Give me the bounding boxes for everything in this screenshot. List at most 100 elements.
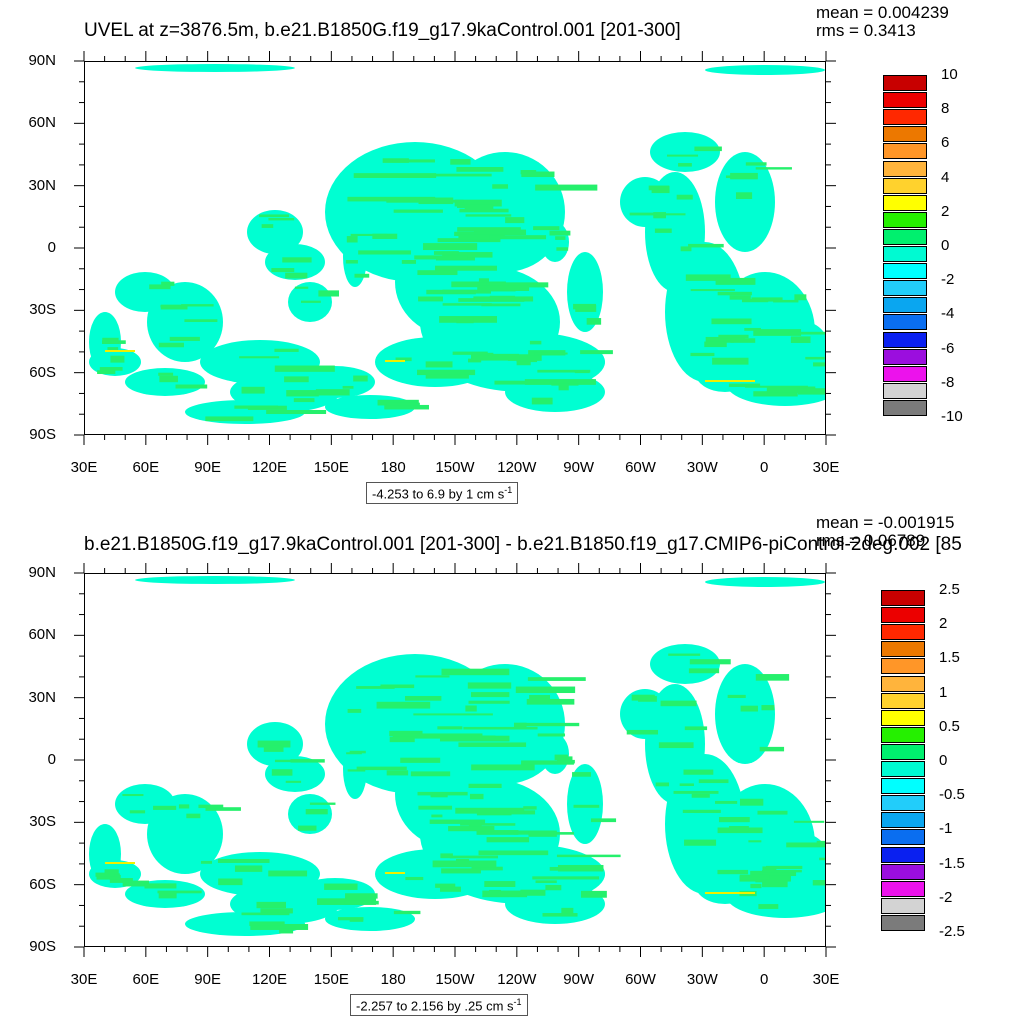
x-tick-label: 90W: [563, 459, 595, 476]
ocean-field-streak: [486, 837, 530, 843]
colorbar-label: -4: [941, 305, 955, 323]
ocean-field-streak: [465, 705, 477, 712]
ocean-field-streak: [380, 684, 415, 689]
ocean-field-streak: [757, 810, 788, 815]
ocean-field-streak: [468, 783, 502, 788]
ocean-field-streak: [460, 823, 516, 826]
ocean-field-region: [115, 784, 175, 824]
x-tick-label: 90W: [563, 971, 595, 988]
ocean-field-streak: [95, 872, 115, 877]
ocean-field-streak: [393, 910, 421, 915]
colorbar-swatch: [883, 297, 927, 314]
ocean-field-streak: [765, 865, 803, 869]
ocean-field-streak: [344, 900, 379, 905]
x-tick-label: 30E: [70, 459, 98, 476]
ocean-field-streak: [753, 329, 802, 336]
ocean-field-streak: [234, 405, 278, 409]
x-tick-label: 0: [759, 971, 769, 988]
ocean-field-streak: [698, 779, 729, 784]
colorbar-label: 10: [941, 66, 958, 83]
ocean-field-streak: [718, 816, 750, 823]
ocean-field-streak: [417, 369, 476, 376]
ocean-field-streak: [282, 257, 312, 263]
ocean-field-streak: [356, 766, 407, 771]
colorbar-swatch: [883, 92, 927, 109]
ocean-field-streak: [290, 759, 325, 763]
ocean-field-streak: [629, 212, 657, 216]
ocean-field-streak: [107, 347, 119, 352]
ocean-field-streak: [758, 904, 779, 909]
ocean-field-streak: [750, 883, 762, 889]
ocean-field-streak: [122, 794, 144, 797]
ocean-field-streak: [519, 722, 580, 727]
colorbar-swatch: [883, 160, 927, 177]
contour-info-box: -2.257 to 2.156 by .25 cm s-1: [350, 994, 528, 1017]
ocean-field-streak: [507, 354, 542, 361]
colorbar-swatch: [881, 624, 925, 641]
ocean-field-streak: [679, 783, 694, 787]
ocean-field-streak: [285, 780, 302, 783]
x-tick-label: 180: [380, 971, 406, 988]
ocean-field-streak: [286, 390, 319, 397]
x-tick-label: 30W: [686, 971, 718, 988]
ocean-field-streak: [109, 874, 121, 880]
ocean-field-region: [567, 764, 603, 844]
ocean-field-streak: [464, 204, 494, 210]
x-tick-label: 120W: [497, 459, 537, 476]
ocean-field-streak: [353, 375, 368, 382]
ocean-field-region: [185, 912, 305, 936]
rms-label: rms = 0.3413: [816, 21, 916, 40]
ocean-field-streak: [169, 336, 200, 341]
colorbar-swatch: [881, 914, 925, 931]
ocean-field-streak: [284, 376, 309, 383]
ocean-field-streak: [102, 337, 119, 344]
ocean-field-streak: [793, 820, 825, 823]
ocean-field-streak: [405, 695, 442, 701]
colorbar-swatch: [883, 246, 927, 262]
ocean-field-streak: [256, 901, 286, 909]
ocean-field-streak: [435, 883, 456, 888]
ocean-field-streak: [648, 185, 670, 191]
colorbar-swatch: [883, 143, 927, 160]
ocean-field-streak: [486, 282, 549, 288]
ocean-field-streak: [494, 380, 550, 385]
ocean-field-streak: [401, 260, 417, 264]
ocean-field-region: [325, 907, 415, 931]
ocean-field-streak: [527, 677, 586, 681]
ocean-field-streak: [184, 319, 218, 323]
ocean-field-streak: [581, 890, 607, 898]
ocean-field-streak: [521, 760, 574, 765]
colorbar-swatch: [883, 75, 927, 91]
ocean-field-streak: [813, 362, 825, 367]
ocean-field-streak: [689, 659, 731, 665]
y-tick-label: 90S: [29, 426, 56, 443]
colorbar-swatch: [883, 382, 927, 399]
ocean-field-streak: [99, 367, 123, 371]
ocean-field-streak: [181, 304, 214, 307]
colorbar-swatch: [883, 109, 927, 126]
ocean-field-streak: [448, 826, 495, 832]
ocean-field-streak: [386, 770, 409, 776]
ocean-field-streak: [656, 213, 686, 216]
x-tick-label: 150E: [313, 971, 349, 988]
ocean-field-streak: [349, 750, 366, 754]
ocean-field-streak: [160, 305, 176, 308]
ocean-field-streak: [239, 356, 280, 359]
colorbar-swatch: [881, 863, 925, 880]
ocean-field-streak: [688, 668, 720, 674]
ocean-field-streak: [626, 729, 659, 735]
x-tick-label: 150W: [435, 971, 475, 988]
bottom-panel: b.e21.B1850G.f19_g17.9kaControl.001 [201…: [0, 512, 1024, 1024]
ocean-field-streak: [158, 342, 184, 348]
y-tick-label: 90S: [29, 938, 56, 955]
ocean-field-streak: [526, 698, 575, 705]
contour-info-unit-exponent: -1: [504, 485, 513, 495]
x-tick-label: 60E: [132, 971, 160, 988]
ocean-field-streak: [257, 740, 291, 748]
ocean-field-streak: [748, 840, 762, 843]
y-tick-label: 0: [47, 239, 56, 256]
ocean-field-streak: [704, 341, 727, 348]
ocean-field-streak: [442, 303, 492, 306]
x-tick-label: 60W: [625, 459, 656, 476]
ocean-field-streak: [392, 733, 483, 739]
